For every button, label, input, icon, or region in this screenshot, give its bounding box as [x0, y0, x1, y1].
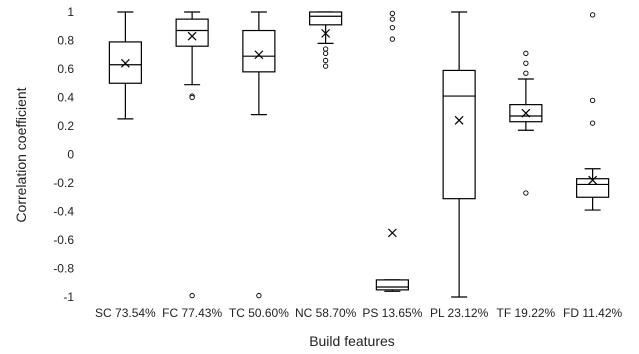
outlier-point — [523, 190, 529, 196]
outlier-point — [256, 292, 262, 299]
outlier-point — [589, 120, 596, 126]
box-group — [576, 12, 610, 211]
mean-marker — [187, 31, 197, 41]
outlier-point — [322, 50, 329, 56]
y-tick-label: -0.6 — [53, 233, 74, 247]
iqr-box — [375, 279, 409, 291]
y-tick-label: 0.2 — [57, 119, 74, 133]
mean-marker — [254, 50, 264, 60]
y-tick-label: -0.4 — [53, 205, 74, 219]
outlier-point — [389, 16, 396, 22]
outlier-point — [322, 57, 329, 64]
mean-marker — [387, 228, 397, 238]
box-group — [108, 11, 142, 120]
outlier-point — [389, 10, 396, 17]
y-tick-label: 0.8 — [57, 34, 74, 48]
x-tick-label: TF 19.22% — [497, 306, 556, 320]
iqr-box — [175, 18, 209, 47]
x-tick-label: SC 73.54% — [95, 306, 156, 320]
x-tick-label: NC 58.70% — [295, 306, 357, 320]
iqr-box — [242, 29, 276, 73]
outlier-point — [523, 50, 529, 56]
iqr-box — [576, 178, 610, 198]
x-tick-label: FC 77.43% — [162, 306, 222, 320]
y-tick-label: -0.2 — [53, 176, 74, 190]
iqr-box — [309, 11, 343, 26]
x-axis-title: Build features — [309, 333, 395, 349]
mean-marker — [321, 28, 331, 38]
box-group — [442, 11, 476, 298]
y-tick-label: -0.8 — [53, 262, 74, 276]
outlier-point — [389, 25, 396, 31]
y-tick-label: 0 — [67, 148, 74, 162]
mean-marker — [588, 175, 598, 185]
y-tick-label: 1 — [67, 5, 74, 19]
outlier-point — [389, 36, 396, 42]
y-tick-label: 0.6 — [57, 62, 74, 76]
x-tick-label: PL 23.12% — [430, 306, 489, 320]
y-tick-label: -1 — [63, 290, 74, 304]
mean-marker — [521, 108, 531, 118]
mean-marker — [454, 115, 464, 125]
box-group — [242, 11, 276, 299]
y-axis: 1 0.8 0.6 0.4 0.2 0 -0.2 -0.4 -0.6 -0.8 -1 — [53, 5, 74, 304]
outlier-point — [589, 97, 596, 104]
iqr-box — [442, 69, 476, 200]
outlier-point — [322, 63, 329, 69]
mean-marker — [120, 58, 130, 68]
outlier-point — [523, 70, 529, 76]
x-axis: SC 73.54% FC 77.43% TC 50.60% NC 58.70% PS 1… — [95, 306, 623, 320]
box-group — [309, 11, 343, 69]
x-tick-label: PS 13.65% — [362, 306, 422, 320]
box-group — [509, 50, 543, 196]
box-group — [175, 11, 209, 299]
y-tick-label: 0.4 — [57, 91, 74, 105]
outlier-point — [189, 292, 195, 299]
plot-area — [108, 10, 610, 299]
box-group — [375, 10, 409, 292]
outlier-point — [322, 46, 329, 52]
x-tick-label: FD 11.42% — [563, 306, 622, 320]
outlier-point — [189, 94, 195, 101]
outlier-point — [523, 60, 529, 66]
y-axis-title: Correlation coefficient — [13, 87, 29, 222]
outlier-point — [589, 12, 596, 18]
x-tick-label: TC 50.60% — [229, 306, 289, 320]
